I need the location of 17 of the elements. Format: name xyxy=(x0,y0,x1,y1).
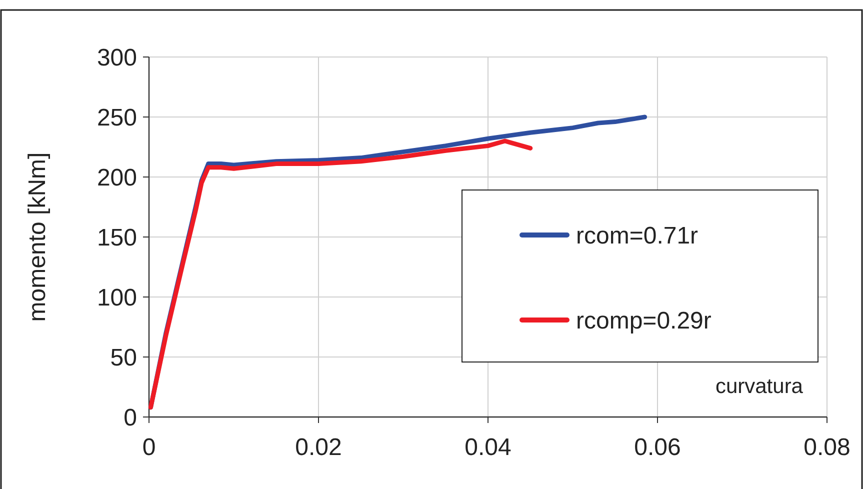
legend-label: rcomp=0.29r xyxy=(576,307,712,334)
x-axis-title: curvatura xyxy=(715,375,804,398)
y-tick-label: 200 xyxy=(96,164,137,192)
y-tick-label: 50 xyxy=(110,344,137,372)
y-tick-label: 0 xyxy=(124,404,137,432)
legend-label: rcom=0.71r xyxy=(576,222,698,250)
x-tick-label: 0 xyxy=(142,434,156,461)
y-axis-title: momento [kNm] xyxy=(24,152,51,322)
x-tick-label: 0.08 xyxy=(804,434,850,461)
y-tick-label: 100 xyxy=(96,284,137,312)
y-tick-label: 150 xyxy=(96,224,137,252)
x-tick-label: 0.06 xyxy=(634,434,681,461)
y-tick-label: 250 xyxy=(96,104,137,132)
y-tick-label: 300 xyxy=(96,44,137,72)
line-series xyxy=(148,138,533,410)
x-tick-label: 0.04 xyxy=(464,434,512,461)
x-tick-label: 0.02 xyxy=(295,434,342,461)
